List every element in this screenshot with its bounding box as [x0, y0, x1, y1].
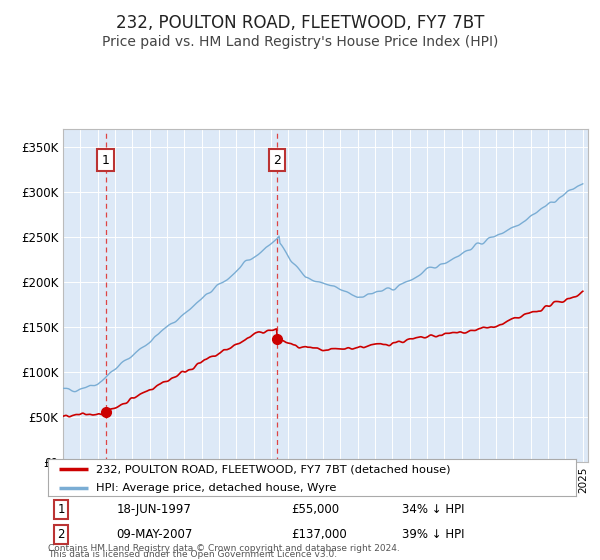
Text: 1: 1 [58, 503, 65, 516]
Text: This data is licensed under the Open Government Licence v3.0.: This data is licensed under the Open Gov… [48, 550, 337, 559]
Text: 232, POULTON ROAD, FLEETWOOD, FY7 7BT: 232, POULTON ROAD, FLEETWOOD, FY7 7BT [116, 14, 484, 32]
Text: 34% ↓ HPI: 34% ↓ HPI [402, 503, 464, 516]
Text: Contains HM Land Registry data © Crown copyright and database right 2024.: Contains HM Land Registry data © Crown c… [48, 544, 400, 553]
Text: 39% ↓ HPI: 39% ↓ HPI [402, 528, 464, 541]
Text: 1: 1 [101, 154, 110, 167]
Text: £55,000: £55,000 [291, 503, 339, 516]
Text: HPI: Average price, detached house, Wyre: HPI: Average price, detached house, Wyre [95, 483, 336, 493]
Text: 09-MAY-2007: 09-MAY-2007 [116, 528, 193, 541]
Text: 2: 2 [273, 154, 281, 167]
Text: 18-JUN-1997: 18-JUN-1997 [116, 503, 191, 516]
Text: £137,000: £137,000 [291, 528, 347, 541]
Text: 232, POULTON ROAD, FLEETWOOD, FY7 7BT (detached house): 232, POULTON ROAD, FLEETWOOD, FY7 7BT (d… [95, 464, 450, 474]
Text: Price paid vs. HM Land Registry's House Price Index (HPI): Price paid vs. HM Land Registry's House … [102, 35, 498, 49]
Text: 2: 2 [58, 528, 65, 541]
